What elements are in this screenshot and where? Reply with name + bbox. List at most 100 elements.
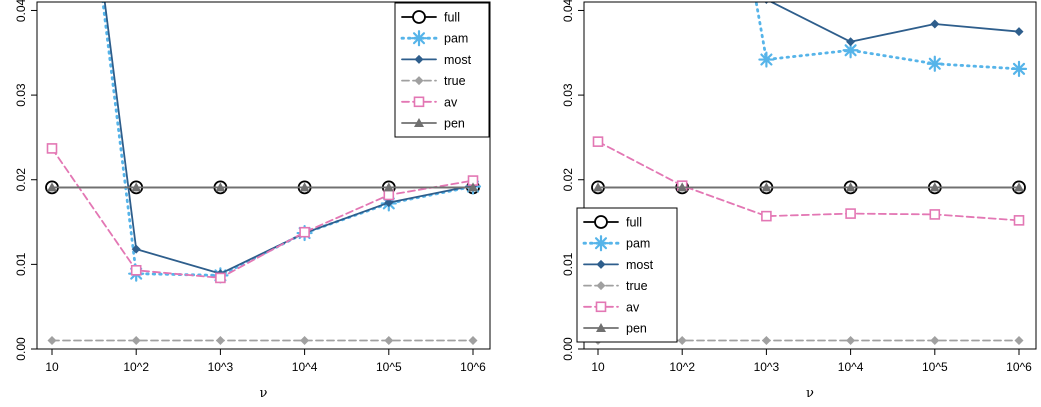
series-most (764, 2, 1024, 47)
x-tick-label: 10 (45, 360, 59, 374)
point-av (761, 210, 772, 222)
point-pen (215, 182, 226, 192)
point-true (131, 336, 141, 346)
y-tick-label: 0.02 (561, 168, 575, 192)
legend-marker-pam (592, 235, 610, 252)
legend-label-pam: pam (626, 237, 650, 251)
point-pen (929, 182, 940, 192)
legend-marker-pen (596, 323, 606, 332)
legend-item-true: true (401, 74, 466, 88)
y-tick-label: 0.03 (561, 83, 575, 107)
series-av (46, 143, 479, 284)
point-pam (1010, 60, 1028, 77)
point-pen (677, 182, 688, 192)
point-true (930, 336, 940, 346)
x-axis: 10 10^2 10^3 10^4 10^5 10^6 ν (591, 349, 1032, 401)
x-tick-label: 10^4 (292, 360, 318, 374)
legend-item-pen: pen (401, 117, 465, 131)
x-axis-label: ν (260, 386, 268, 401)
legend-item-av: av (401, 95, 458, 109)
legend-label-pen: pen (626, 322, 647, 336)
point-true (677, 336, 687, 346)
point-true (468, 336, 478, 346)
point-av (1013, 215, 1025, 226)
plot-area (45, 2, 482, 346)
series-line-most (769, 2, 1020, 43)
point-most (131, 244, 141, 254)
point-pen (761, 182, 772, 192)
legend-label-true: true (444, 74, 466, 88)
legend-marker-pen (414, 118, 424, 127)
legend-item-full: full (583, 215, 642, 230)
series-line-most (103, 2, 474, 275)
x-tick-label: 10^6 (460, 360, 486, 374)
x-tick-label: 10^2 (669, 360, 695, 374)
point-pam (758, 51, 775, 68)
point-most (384, 198, 394, 208)
series-line-pam (754, 2, 1021, 71)
point-av (46, 143, 58, 154)
point-true (846, 336, 856, 346)
legend-label-pen: pen (444, 117, 465, 131)
legend-item-full: full (401, 10, 460, 25)
legend-label-av: av (444, 95, 458, 109)
point-true (384, 336, 394, 346)
legend-marker-av (413, 96, 425, 108)
point-most (1014, 27, 1024, 37)
legend-item-av: av (583, 300, 640, 314)
series-pen (47, 182, 478, 192)
point-av (299, 226, 310, 238)
plot-frame (583, 1, 1037, 350)
legend-marker-true (596, 281, 606, 291)
series-pen (593, 182, 1024, 192)
legend-item-most: most (401, 53, 472, 67)
legend-item-pam: pam (400, 30, 468, 47)
legend-marker-av (595, 301, 607, 313)
point-most (930, 19, 940, 29)
x-axis-label: ν (806, 386, 814, 401)
legend-item-most: most (583, 258, 654, 272)
x-tick-label: 10^5 (376, 360, 402, 374)
y-tick-label: 0.03 (14, 83, 28, 107)
y-tick-label: 0.02 (14, 168, 28, 192)
point-pen (593, 182, 603, 192)
legend-box (394, 2, 490, 138)
point-pen (383, 182, 394, 192)
series-true (47, 336, 478, 346)
plot-frame (36, 1, 491, 350)
point-most (846, 37, 856, 47)
point-pen (1014, 182, 1024, 192)
legend-marker-most (414, 54, 424, 64)
legend-label-most: most (626, 258, 654, 272)
legend-label-true: true (626, 279, 648, 293)
point-pen (845, 182, 856, 192)
y-tick-label: 0.01 (14, 252, 28, 276)
legend-marker-pam (410, 30, 428, 47)
series-line-av (597, 140, 1020, 222)
point-pen (468, 182, 478, 192)
legend-item-pen: pen (583, 322, 647, 336)
legend-item-pam: pam (582, 235, 650, 252)
legend-marker-full (594, 215, 608, 229)
point-pen (131, 182, 142, 192)
point-av (592, 136, 604, 147)
legend-label-av: av (626, 300, 640, 314)
point-pen (299, 182, 310, 192)
chart-panel-2: 10 10^2 10^3 10^4 10^5 10^6ν0.000.010.020.030… (561, 0, 1037, 401)
legend-marker-full (412, 10, 426, 24)
x-tick-label: 10^4 (838, 360, 864, 374)
point-true (215, 336, 225, 346)
legend-marker-most (596, 259, 606, 269)
point-av (929, 209, 941, 220)
legend-label-most: most (444, 53, 472, 67)
x-tick-label: 10^5 (922, 360, 948, 374)
point-pam (926, 55, 943, 72)
point-true (300, 336, 310, 346)
x-tick-label: 10^6 (1006, 360, 1032, 374)
x-tick-label: 10 (591, 360, 605, 374)
legend-box (576, 207, 678, 343)
point-true (761, 336, 771, 346)
legend-item-true: true (583, 279, 648, 293)
series-line-av (51, 147, 474, 279)
